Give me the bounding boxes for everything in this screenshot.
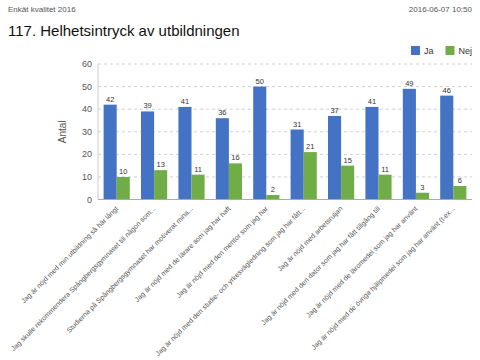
bar	[291, 130, 304, 200]
data-label: 2	[271, 185, 275, 194]
bar	[192, 175, 205, 200]
bar	[440, 96, 453, 200]
grid-line	[98, 199, 472, 200]
legend-swatch	[445, 46, 454, 55]
x-tick-label: Studierna på Spångbergsgymnaset har moti…	[65, 205, 195, 335]
y-tick-label: 40	[82, 104, 92, 114]
data-label: 36	[218, 108, 226, 117]
bar	[453, 186, 466, 200]
y-tick-label: 20	[82, 149, 92, 159]
legend: Ja Nej	[411, 46, 472, 56]
y-tick-label: 60	[82, 59, 92, 69]
bar	[229, 163, 242, 199]
y-axis-line	[98, 64, 99, 200]
bar	[178, 107, 191, 200]
bar	[104, 105, 117, 200]
data-label: 41	[368, 97, 376, 106]
x-axis-line	[98, 199, 472, 200]
data-label: 49	[405, 79, 413, 88]
grid	[98, 64, 472, 200]
y-axis-label: Antal	[57, 120, 68, 143]
data-label: 15	[343, 156, 351, 165]
x-tick-label: Jag är nöjd med den dator som jag har få…	[260, 205, 382, 327]
data-label: 3	[420, 183, 424, 192]
bar	[416, 193, 429, 200]
y-tick-label: 30	[82, 127, 92, 137]
data-label: 11	[381, 165, 389, 174]
title: 117. Helhetsintryck av utbildningen	[8, 22, 240, 39]
bar	[304, 152, 317, 199]
data-label: 46	[443, 86, 451, 95]
y-tick-label: 10	[82, 172, 92, 182]
data-label: 21	[306, 142, 314, 151]
legend-label: Ja	[424, 46, 434, 56]
data-label: 31	[293, 120, 301, 129]
bar	[154, 170, 167, 199]
grid-line	[98, 86, 472, 87]
legend-label: Nej	[458, 46, 472, 56]
bars	[104, 87, 467, 200]
header-text: 2016-06-07 10:50	[409, 5, 473, 14]
data-label: 13	[156, 160, 164, 169]
bar	[403, 89, 416, 200]
data-labels: 4239413650313741494610131116221151136	[106, 77, 462, 194]
bar	[379, 175, 392, 200]
x-tick-label: Jag är nöjd med de övriga hjälpmedel som…	[310, 205, 457, 352]
data-label: 50	[256, 77, 264, 86]
data-label: 11	[194, 165, 202, 174]
data-label: 41	[181, 97, 189, 106]
data-label: 39	[143, 101, 151, 110]
x-tick-label: Jag är nöjd med arbetsruljan	[276, 205, 344, 273]
bar	[266, 195, 279, 200]
chart: Enkät kvalitet 2016 2016-06-07 10:50 117. …	[0, 0, 480, 360]
bar	[117, 177, 130, 200]
y-tick-label: 50	[82, 82, 92, 92]
data-label: 16	[231, 153, 239, 162]
x-tick-label: Jag är nöjd med den studie- och yrkesväg…	[154, 205, 307, 358]
data-label: 6	[458, 176, 462, 185]
x-tick-labels: Jag är nöjd med min utbildning så här lå…	[10, 204, 457, 358]
bar	[365, 107, 378, 200]
bar	[341, 166, 354, 200]
y-tick-label: 0	[87, 195, 92, 205]
data-label: 42	[106, 95, 114, 104]
x-tick-label: Jag skulle rekommendera Spångbergsgymnas…	[10, 205, 158, 353]
data-label: 10	[119, 167, 127, 176]
grid-line	[98, 64, 472, 65]
legend-swatch	[411, 46, 420, 55]
data-label: 37	[330, 106, 338, 115]
bar	[141, 111, 154, 199]
bar	[216, 118, 229, 199]
header-text: Enkät kvalitet 2016	[8, 5, 76, 14]
bar	[253, 87, 266, 200]
bar	[328, 116, 341, 200]
y-tick-labels: 0 10 20 30 40 50 60	[82, 59, 92, 205]
